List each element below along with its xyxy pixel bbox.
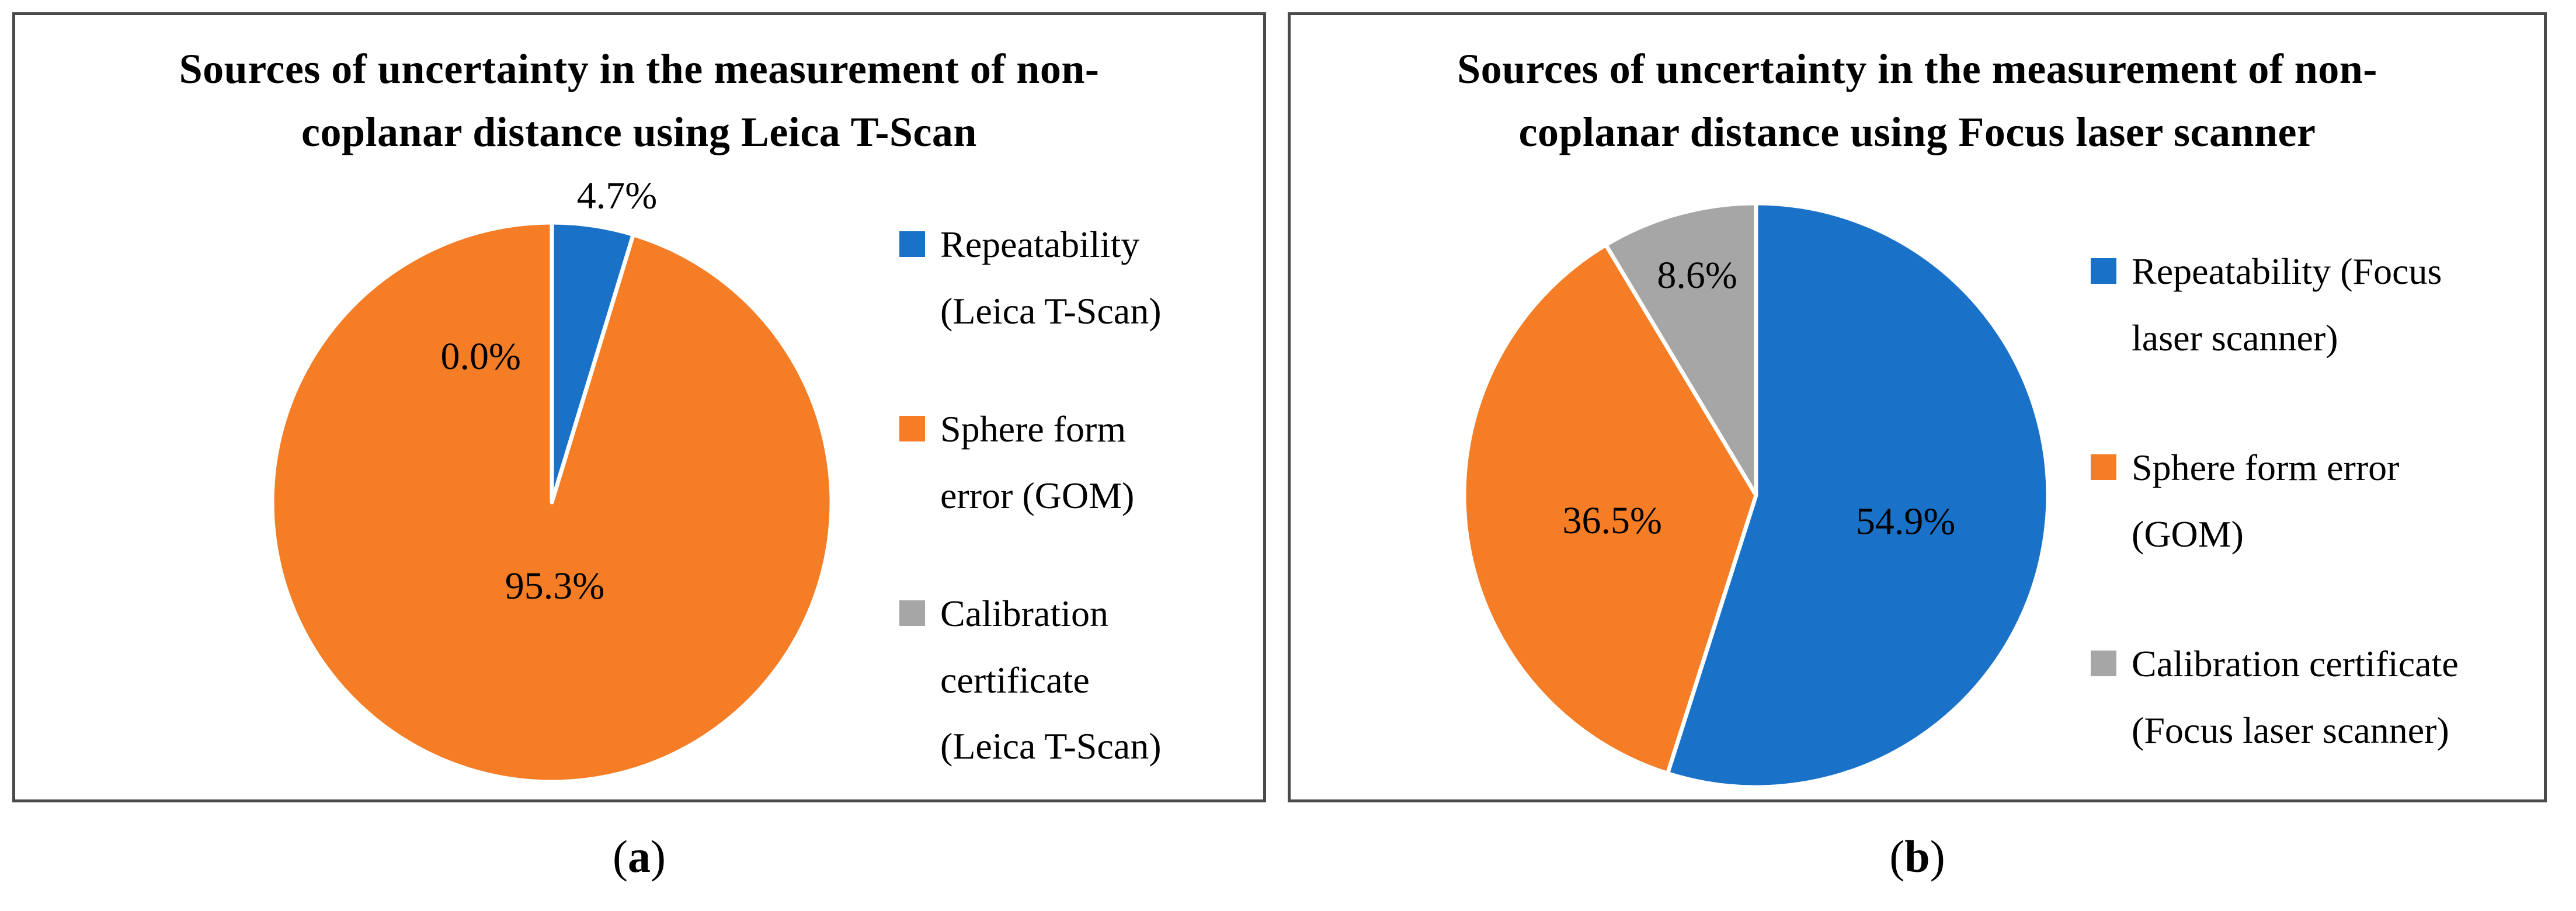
legend-marker-blue — [899, 231, 925, 257]
caption-paren-open: ( — [1889, 831, 1905, 882]
pie-data-label: 95.3% — [505, 565, 604, 607]
legend-item-calibration-certificate: Calibration certificate (Focus laser sca… — [2091, 631, 2546, 764]
pie-chart-b: 54.9% 36.5% 8.6% — [1462, 201, 2050, 790]
legend-item-calibration-certificate: Calibration certificate (Leica T-Scan) — [899, 580, 1261, 780]
legend-label: Sphere form error (GOM) — [2132, 446, 2400, 555]
legend-label: Repeatability (Leica T-Scan) — [940, 224, 1162, 332]
legend-label: Calibration certificate (Leica T-Scan) — [940, 592, 1162, 767]
chart-panel-b: Sources of uncertainty in the measuremen… — [1288, 12, 2547, 802]
chart-title-a: Sources of uncertainty in the measuremen… — [179, 46, 1100, 155]
caption-paren-close: ) — [1930, 831, 1945, 882]
figure-caption-a: (a) — [12, 819, 1266, 895]
legend-item-repeatability: Repeatability (Focus laser scanner) — [2091, 238, 2546, 371]
pie-data-label: 36.5% — [1563, 499, 1662, 542]
pie-data-label: 0.0% — [440, 335, 520, 378]
pie-data-label: 4.7% — [577, 175, 657, 217]
legend-label: Calibration certificate (Focus laser sca… — [2132, 642, 2459, 751]
pie-data-label: 8.6% — [1657, 254, 1737, 297]
figure-caption-b: (b) — [1288, 819, 2547, 895]
legend-label: Repeatability (Focus laser scanner) — [2132, 251, 2442, 359]
pie-slice — [1604, 201, 1758, 498]
legend-item-sphere-form-error: Sphere form error (GOM) — [899, 396, 1261, 529]
chart-title-b: Sources of uncertainty in the measuremen… — [1457, 46, 2377, 155]
legend-item-sphere-form-error: Sphere form error (GOM) — [2091, 434, 2546, 568]
pie-slice — [270, 220, 834, 784]
legend-marker-blue — [2091, 258, 2116, 284]
legend-marker-gray — [899, 600, 925, 626]
legend-b: Repeatability (Focus laser scanner) Sphe… — [2091, 238, 2546, 826]
caption-letter-b: b — [1904, 831, 1930, 882]
legend-item-repeatability: Repeatability (Leica T-Scan) — [899, 211, 1261, 345]
legend-marker-gray — [2091, 650, 2116, 676]
caption-letter-a: a — [628, 831, 651, 882]
chart-panel-a: Sources of uncertainty in the measuremen… — [12, 12, 1266, 802]
pie-data-label: 54.9% — [1856, 500, 1955, 543]
caption-paren-open: ( — [613, 831, 628, 882]
legend-marker-orange — [899, 415, 925, 441]
legend-label: Sphere form error (GOM) — [940, 408, 1135, 516]
pie-chart-a: 4.7% 95.3% 0.0% — [270, 175, 834, 784]
legend-a: Repeatability (Leica T-Scan) Sphere form… — [899, 211, 1261, 831]
caption-paren-close: ) — [651, 831, 666, 882]
pie-slice — [1665, 201, 2050, 790]
legend-marker-orange — [2091, 454, 2116, 480]
